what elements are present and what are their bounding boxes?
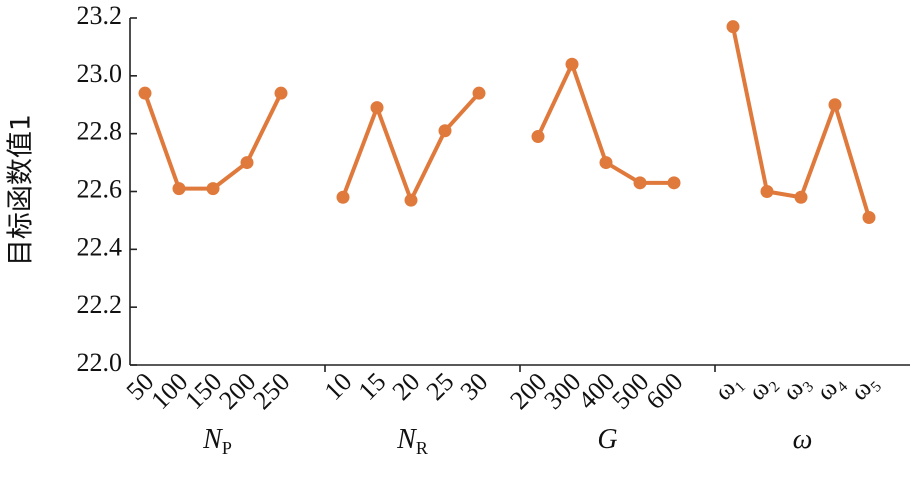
- y-tick-label: 22.0: [77, 348, 123, 377]
- group-label-sub: P: [222, 438, 232, 458]
- marker: [794, 190, 808, 204]
- group-label-name: N: [202, 424, 223, 455]
- marker: [472, 86, 486, 100]
- marker: [531, 130, 545, 144]
- marker: [726, 20, 740, 34]
- x-tick-label: ω₂: [742, 367, 781, 406]
- x-tick-label: 20: [387, 367, 426, 406]
- marker: [667, 176, 681, 190]
- marker: [633, 176, 647, 190]
- line: [143, 92, 283, 191]
- group-label: NR: [396, 424, 428, 458]
- y-tick-label: 22.4: [77, 232, 123, 261]
- marker: [240, 156, 254, 170]
- group-label-name: G: [597, 424, 617, 455]
- x-tick-label: ω₁: [708, 367, 747, 406]
- marker: [370, 101, 384, 115]
- marker: [438, 124, 452, 138]
- marker: [336, 190, 350, 204]
- group-label-name: N: [396, 424, 417, 455]
- x-tick-label: ω₄: [810, 367, 849, 406]
- x-tick-label: 15: [353, 367, 392, 406]
- x-tick-label: ω₃: [776, 367, 815, 406]
- y-tick-label: 22.6: [77, 174, 123, 203]
- line: [731, 26, 871, 219]
- x-tick-label: 600: [640, 367, 688, 415]
- group-label-name: ω: [793, 424, 813, 455]
- x-tick-label: ω₅: [844, 367, 883, 406]
- group-label: ω: [793, 424, 813, 455]
- y-tick-label: 23.0: [77, 59, 123, 88]
- x-tick-label: 10: [319, 367, 358, 406]
- marker: [760, 185, 774, 198]
- y-tick-label: 22.2: [77, 290, 123, 319]
- marker: [404, 193, 418, 207]
- marker: [599, 156, 613, 170]
- group-label-sub: R: [416, 438, 428, 458]
- line: [341, 91, 481, 203]
- y-tick-label: 23.2: [77, 1, 123, 30]
- marker: [172, 182, 186, 196]
- marker: [138, 86, 152, 100]
- y-tick-label: 22.8: [77, 117, 123, 146]
- x-tick-label: 30: [455, 367, 494, 406]
- marker: [565, 57, 579, 71]
- group-label: G: [597, 424, 617, 455]
- x-tick-label: 250: [247, 367, 295, 415]
- group-label: NP: [202, 424, 232, 458]
- marker: [828, 98, 842, 112]
- marker: [206, 182, 220, 196]
- marker: [862, 211, 876, 225]
- marker: [274, 86, 288, 100]
- x-tick-label: 25: [421, 367, 460, 406]
- y-axis-label: 目标函数值1: [6, 114, 37, 266]
